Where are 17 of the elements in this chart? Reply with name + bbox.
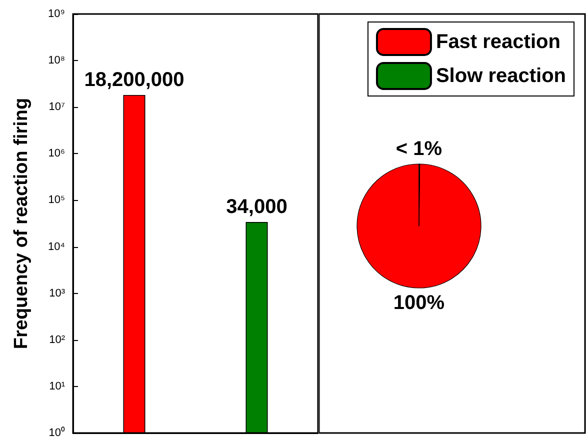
- y-tick-label: 10²: [49, 334, 66, 346]
- y-tick-label: 10⁸: [48, 54, 65, 67]
- y-tick-label: 10¹: [49, 380, 66, 392]
- legend-label: Fast reaction: [436, 31, 560, 53]
- y-tick-label: 10³: [49, 287, 66, 300]
- y-tick-label: 10⁹: [48, 8, 65, 20]
- y-tick-label: 10⁶: [48, 148, 65, 160]
- legend-label: Slow reaction: [436, 65, 566, 87]
- y-axis-title: Frequency of reaction firing: [11, 98, 32, 350]
- data-label: 34,000: [226, 196, 288, 218]
- y-tick-label: 10⁰: [48, 426, 65, 439]
- y-tick-label: 10⁴: [48, 240, 66, 253]
- y-tick-label: 10⁷: [48, 101, 66, 114]
- data-label: < 1%: [396, 138, 442, 160]
- data-label: 18,200,000: [84, 69, 184, 92]
- data-label: 100%: [393, 292, 445, 314]
- y-tick-label: 10⁵: [48, 194, 65, 206]
